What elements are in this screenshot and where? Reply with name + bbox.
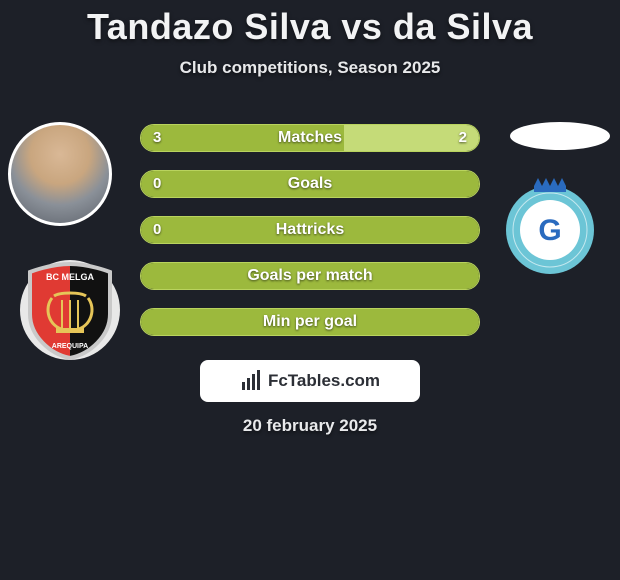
player-photo-left xyxy=(8,122,112,226)
stat-value-left: 0 xyxy=(153,217,161,243)
stat-label: Goals xyxy=(141,171,479,197)
stat-bar: Hattricks0 xyxy=(140,216,480,244)
melgar-shield-icon: BC MELGA AREQUIPA xyxy=(18,258,122,362)
bars-icon xyxy=(240,370,262,392)
club-left-name: BC MELGA xyxy=(46,272,94,282)
brand-pill[interactable]: FcTables.com xyxy=(200,360,420,402)
club-left-city: AREQUIPA xyxy=(52,343,88,350)
stat-label: Hattricks xyxy=(141,217,479,243)
player-photo-right xyxy=(510,122,610,150)
stat-bar: Goals0 xyxy=(140,170,480,198)
page-subtitle: Club competitions, Season 2025 xyxy=(0,58,620,78)
stat-value-right: 2 xyxy=(459,125,467,151)
stat-bar: Goals per match xyxy=(140,262,480,290)
club-badge-left: BC MELGA AREQUIPA xyxy=(18,258,122,362)
stat-label: Goals per match xyxy=(141,263,479,289)
stat-value-left: 3 xyxy=(153,125,161,151)
brand-text: FcTables.com xyxy=(268,371,380,391)
stats-list: Matches32Goals0Hattricks0Goals per match… xyxy=(140,124,480,354)
club-badge-right: G xyxy=(500,176,600,276)
stat-label: Min per goal xyxy=(141,309,479,335)
stat-label: Matches xyxy=(141,125,479,151)
crown-icon xyxy=(534,178,566,192)
club-right-letter: G xyxy=(538,214,561,247)
stat-bar: Min per goal xyxy=(140,308,480,336)
garcilaso-badge-icon: G xyxy=(500,176,600,276)
date-text: 20 february 2025 xyxy=(0,416,620,436)
page-title: Tandazo Silva vs da Silva xyxy=(0,0,620,48)
stat-value-left: 0 xyxy=(153,171,161,197)
stat-bar: Matches3 2 xyxy=(140,124,480,152)
